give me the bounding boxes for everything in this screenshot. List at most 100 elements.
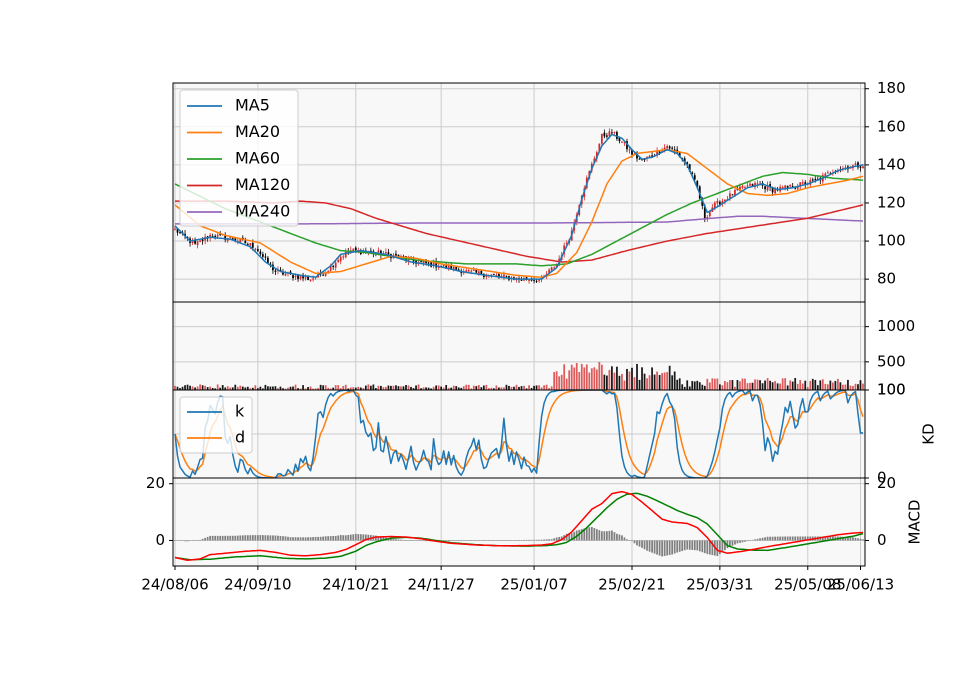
macd-hist-bar bbox=[701, 540, 704, 553]
macd-hist-bar bbox=[663, 540, 666, 556]
volume-bar bbox=[251, 387, 254, 390]
volume-bar bbox=[513, 386, 515, 390]
macd-hist-bar bbox=[422, 540, 425, 542]
macd-hist-bar bbox=[189, 540, 191, 541]
y-tick-label: 100 bbox=[877, 381, 906, 399]
volume-bar bbox=[319, 384, 322, 390]
macd-hist-bar bbox=[259, 535, 262, 541]
candle bbox=[731, 194, 734, 196]
volume-bar bbox=[849, 385, 852, 390]
candle bbox=[862, 163, 864, 169]
volume-bar bbox=[505, 384, 508, 390]
volume-bar bbox=[455, 386, 458, 390]
macd-hist-bar bbox=[538, 539, 540, 541]
macd-hist-bar bbox=[606, 531, 608, 541]
y-tick-label: 1000 bbox=[877, 317, 915, 335]
macd-hist-bar bbox=[766, 536, 769, 541]
macd-y-axis: 0 20 bbox=[865, 474, 896, 549]
volume-bar bbox=[839, 382, 842, 390]
volume-bar bbox=[729, 380, 731, 390]
volume-bar bbox=[578, 371, 581, 390]
macd-hist-bar bbox=[229, 535, 232, 541]
candle bbox=[256, 245, 259, 253]
legend-label-ma20: MA20 bbox=[235, 122, 280, 141]
macd-hist-bar bbox=[751, 539, 754, 541]
macd-hist-bar bbox=[176, 540, 179, 541]
volume-bar bbox=[347, 388, 350, 390]
y-tick-label: 80 bbox=[877, 270, 896, 288]
candle bbox=[623, 142, 626, 146]
macd-hist-bar bbox=[274, 535, 277, 541]
volume-bar bbox=[859, 380, 862, 390]
volume-bar bbox=[420, 388, 422, 390]
volume-bar bbox=[746, 383, 749, 390]
candle bbox=[274, 268, 277, 276]
volume-bar bbox=[204, 385, 207, 390]
volume-bar bbox=[344, 384, 347, 390]
volume-bar bbox=[558, 376, 561, 390]
volume-bar bbox=[696, 380, 699, 390]
macd-hist-bar bbox=[764, 537, 766, 541]
macd-hist-bar bbox=[729, 540, 731, 547]
volume-bar bbox=[701, 384, 704, 390]
volume-bar bbox=[703, 385, 706, 390]
kd-axis-label: KD bbox=[920, 423, 938, 444]
volume-bar bbox=[402, 386, 405, 390]
macd-hist-bar bbox=[744, 540, 746, 542]
volume-bar bbox=[555, 371, 558, 390]
macd-hist-bar bbox=[214, 535, 217, 541]
macd-hist-bar bbox=[716, 540, 719, 557]
candle bbox=[505, 275, 508, 278]
macd-hist-bar bbox=[588, 527, 591, 541]
volume-bar bbox=[621, 373, 623, 390]
price-panel: 80 100 120 140 160 180 MA5 MA20 MA60 MA120 MA240 bbox=[172, 79, 906, 303]
candle bbox=[262, 251, 264, 259]
kd-panel: 0 100 KD kd bbox=[172, 381, 938, 487]
volume-bar bbox=[485, 384, 488, 390]
legend-label-ma5: MA5 bbox=[235, 96, 270, 115]
volume-bar bbox=[400, 386, 402, 390]
volume-bar bbox=[766, 378, 769, 390]
macd-hist-bar bbox=[209, 535, 212, 541]
price-y-axis: 80 100 120 140 160 180 bbox=[865, 79, 906, 288]
volume-bar bbox=[472, 385, 475, 390]
macd-hist-bar bbox=[686, 540, 689, 550]
macd-hist-bar bbox=[357, 534, 360, 541]
macd-hist-bar bbox=[666, 540, 669, 556]
legend-label-ma120: MA120 bbox=[235, 175, 290, 194]
volume-bar bbox=[264, 384, 267, 390]
macd-hist-bar bbox=[472, 540, 475, 541]
volume-bar bbox=[490, 387, 493, 390]
volume-bar bbox=[422, 387, 425, 390]
volume-bar bbox=[437, 385, 440, 390]
y-tick-label: 160 bbox=[877, 117, 906, 135]
candle bbox=[302, 272, 304, 282]
volume-bar bbox=[412, 388, 415, 390]
macd-hist-bar bbox=[231, 535, 234, 541]
volume-bar bbox=[726, 382, 729, 390]
candle bbox=[244, 237, 247, 244]
macd-hist-bar bbox=[307, 537, 309, 541]
macd-hist-bar bbox=[771, 536, 774, 541]
macd-hist-bar bbox=[628, 540, 631, 541]
macd-hist-bar bbox=[442, 540, 445, 542]
volume-bar bbox=[819, 380, 822, 390]
volume-bar bbox=[327, 387, 330, 390]
volume-bar bbox=[445, 385, 448, 390]
macd-hist-bar bbox=[646, 540, 648, 551]
candle bbox=[550, 266, 553, 272]
volume-bar bbox=[528, 385, 530, 390]
volume-bar bbox=[676, 379, 679, 390]
volume-bar bbox=[503, 387, 505, 390]
macd-hist-bar bbox=[769, 536, 771, 541]
volume-bar bbox=[427, 387, 430, 390]
macd-hist-bar bbox=[490, 540, 493, 541]
volume-bar bbox=[234, 384, 237, 390]
macd-hist-bar bbox=[174, 540, 176, 541]
volume-bar bbox=[500, 387, 503, 390]
candle bbox=[224, 232, 227, 243]
macd-hist-bar bbox=[287, 536, 289, 541]
volume-bar bbox=[721, 385, 724, 390]
macd-hist-bar bbox=[457, 540, 460, 541]
macd-hist-bar bbox=[749, 540, 751, 541]
